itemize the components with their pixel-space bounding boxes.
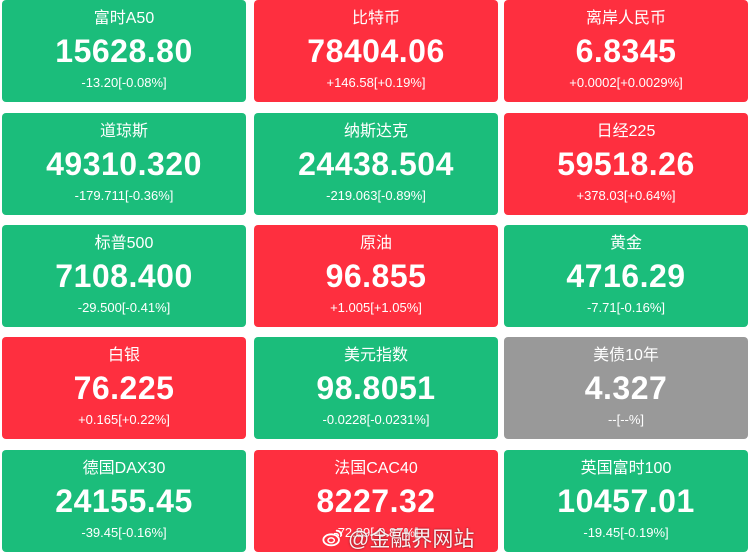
watermark-text: @金融界网站 (348, 528, 475, 551)
tile-name: 日经225 (596, 123, 656, 140)
tile-name: 比特币 (351, 10, 400, 27)
tile-bitcoin[interactable]: 比特币 78404.06 +146.58[+0.19%] (254, 0, 498, 102)
tile-us-10y-treasury[interactable]: 美债10年 4.327 --[--%] (504, 337, 748, 439)
watermark: @金融界网站 (322, 524, 474, 552)
tile-change: -219.063[-0.89%] (326, 188, 426, 203)
tile-value: 76.225 (73, 370, 175, 406)
tile-change: -19.45[-0.19%] (583, 525, 669, 540)
tile-nikkei-225[interactable]: 日经225 59518.26 +378.03[+0.64%] (504, 113, 748, 215)
tile-change: -13.20[-0.08%] (81, 75, 167, 90)
tile-change: -39.45[-0.16%] (81, 525, 167, 540)
tile-name: 原油 (359, 235, 392, 252)
tile-change: -72.89[-0.87%] (333, 525, 419, 540)
tile-ftse-100[interactable]: 英国富时100 10457.01 -19.45[-0.19%] (504, 450, 748, 552)
tile-value: 96.855 (325, 258, 427, 294)
tile-change: +146.58[+0.19%] (326, 75, 426, 90)
tile-value: 6.8345 (575, 33, 677, 69)
tile-value: 49310.320 (46, 146, 202, 182)
tile-name: 法国CAC40 (334, 460, 418, 477)
weibo-icon (322, 529, 343, 547)
tile-value: 4716.29 (566, 258, 686, 294)
tile-value: 10457.01 (557, 483, 695, 519)
tile-change: +1.005[+1.05%] (330, 300, 422, 315)
tile-name: 富时A50 (93, 10, 155, 27)
tile-name: 英国富时100 (580, 460, 672, 477)
tile-value: 78404.06 (307, 33, 445, 69)
tile-change: -7.71[-0.16%] (586, 300, 666, 315)
tile-value: 8227.32 (316, 483, 436, 519)
tile-change: -179.711[-0.36%] (74, 188, 174, 203)
tile-change: +0.0002[+0.0029%] (569, 75, 683, 90)
tile-nasdaq[interactable]: 纳斯达克 24438.504 -219.063[-0.89%] (254, 113, 498, 215)
tile-value: 59518.26 (557, 146, 695, 182)
tile-gold[interactable]: 黄金 4716.29 -7.71[-0.16%] (504, 225, 748, 327)
tile-dollar-index[interactable]: 美元指数 98.8051 -0.0228[-0.0231%] (254, 337, 498, 439)
tile-value: 24438.504 (298, 146, 454, 182)
tile-name: 美元指数 (343, 347, 408, 364)
tile-value: 98.8051 (316, 370, 436, 406)
tile-value: 24155.45 (55, 483, 193, 519)
tile-silver[interactable]: 白银 76.225 +0.165[+0.22%] (2, 337, 246, 439)
tile-change: +378.03[+0.64%] (576, 188, 676, 203)
tile-change: +0.165[+0.22%] (78, 412, 170, 427)
tile-name: 美债10年 (593, 347, 659, 364)
tile-name: 德国DAX30 (82, 460, 166, 477)
tile-change: --[--%] (607, 412, 645, 427)
tile-crude-oil[interactable]: 原油 96.855 +1.005[+1.05%] (254, 225, 498, 327)
tile-ftse-a50[interactable]: 富时A50 15628.80 -13.20[-0.08%] (2, 0, 246, 102)
tile-dax-30[interactable]: 德国DAX30 24155.45 -39.45[-0.16%] (2, 450, 246, 552)
tile-value: 7108.400 (55, 258, 193, 294)
tile-change: -29.500[-0.41%] (77, 300, 171, 315)
tile-name: 道琼斯 (99, 123, 148, 140)
tile-dow-jones[interactable]: 道琼斯 49310.320 -179.711[-0.36%] (2, 113, 246, 215)
tile-name: 黄金 (609, 235, 642, 252)
tile-value: 4.327 (584, 370, 668, 406)
tile-sp-500[interactable]: 标普500 7108.400 -29.500[-0.41%] (2, 225, 246, 327)
tile-change: -0.0228[-0.0231%] (322, 412, 430, 427)
tile-value: 15628.80 (55, 33, 193, 69)
tile-name: 标普500 (94, 235, 154, 252)
tile-name: 白银 (107, 347, 140, 364)
tile-cac-40[interactable]: 法国CAC40 8227.32 -72.89[-0.87%] (254, 450, 498, 552)
tile-offshore-rmb[interactable]: 离岸人民币 6.8345 +0.0002[+0.0029%] (504, 0, 748, 102)
tile-name: 纳斯达克 (343, 123, 408, 140)
tile-name: 离岸人民币 (585, 10, 666, 27)
